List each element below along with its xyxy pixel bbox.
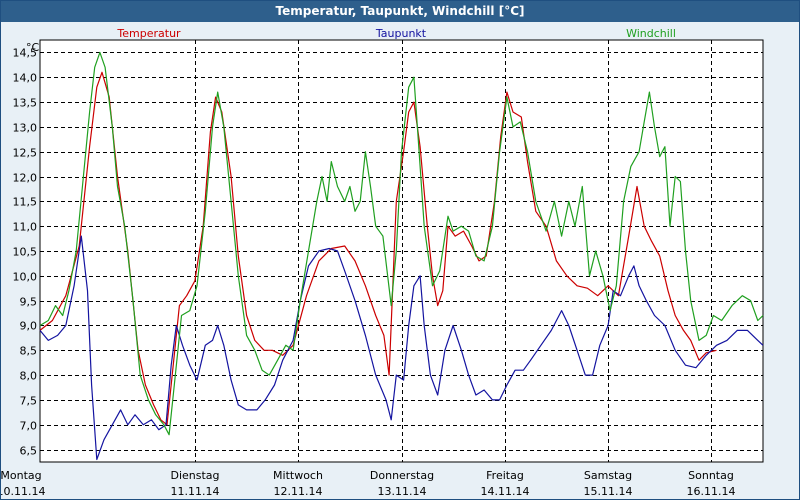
x-tick-date: 16.11.14 bbox=[687, 485, 736, 498]
x-tick-weekday: Mittwoch bbox=[273, 469, 323, 482]
x-tick-weekday: Donnerstag bbox=[370, 469, 434, 482]
y-tick-label: 8,5 bbox=[20, 345, 38, 358]
series-lines bbox=[39, 51, 764, 461]
y-tick-label: 9,5 bbox=[20, 296, 38, 309]
y-tick-label: 6,5 bbox=[20, 445, 38, 458]
y-tick-label: 14,0 bbox=[13, 72, 38, 85]
y-tick-label: 8,0 bbox=[20, 370, 38, 383]
legend-temperatur: Temperatur bbox=[116, 27, 181, 40]
y-axis-ticks: 6,5 7,0 7,5 8,0 8,5 9,0 9,5 10,0 10,5 11,0 11,5 12,… bbox=[13, 47, 38, 458]
grid-lines bbox=[40, 40, 763, 462]
y-tick-label: 7,0 bbox=[20, 420, 38, 433]
series-line-taupunkt bbox=[39, 235, 764, 461]
x-tick-weekday: Samstag bbox=[584, 469, 632, 482]
y-tick-label: 10,0 bbox=[13, 271, 38, 284]
y-axis-unit-label: °C bbox=[26, 41, 40, 54]
y-tick-label: 11,5 bbox=[13, 196, 38, 209]
y-tick-label: 9,0 bbox=[20, 320, 38, 333]
x-tick-date: 11.11.14 bbox=[171, 485, 220, 498]
legend: Temperatur Taupunkt Windchill bbox=[116, 27, 676, 40]
y-tick-label: 14,5 bbox=[13, 47, 38, 60]
series-line-windchill bbox=[39, 51, 764, 436]
x-tick-weekday: Montag bbox=[1, 469, 42, 482]
y-tick-label: 11,0 bbox=[13, 221, 38, 234]
x-axis-day-labels: Montag 10.11.14 Dienstag 11.11.14 Mittwoch 12… bbox=[1, 469, 735, 498]
x-tick-date: 12.11.14 bbox=[274, 485, 323, 498]
y-tick-label: 13,5 bbox=[13, 97, 38, 110]
y-tick-label: 12,0 bbox=[13, 172, 38, 185]
x-tick-date: 15.11.14 bbox=[584, 485, 633, 498]
y-tick-label: 10,5 bbox=[13, 246, 38, 259]
x-tick-date: 13.11.14 bbox=[378, 485, 427, 498]
y-tick-label: 13,0 bbox=[13, 122, 38, 135]
x-tick-weekday: Dienstag bbox=[170, 469, 219, 482]
chart-title: Temperatur, Taupunkt, Windchill [°C] bbox=[1, 1, 799, 22]
x-tick-weekday: Freitag bbox=[486, 469, 524, 482]
y-tick-label: 7,5 bbox=[20, 395, 38, 408]
legend-taupunkt: Taupunkt bbox=[375, 27, 427, 40]
x-tick-date: 10.11.14 bbox=[1, 485, 45, 498]
y-tick-label: 12,5 bbox=[13, 147, 38, 160]
x-tick-weekday: Sonntag bbox=[688, 469, 734, 482]
x-tick-date: 14.11.14 bbox=[481, 485, 530, 498]
legend-windchill: Windchill bbox=[626, 27, 676, 40]
